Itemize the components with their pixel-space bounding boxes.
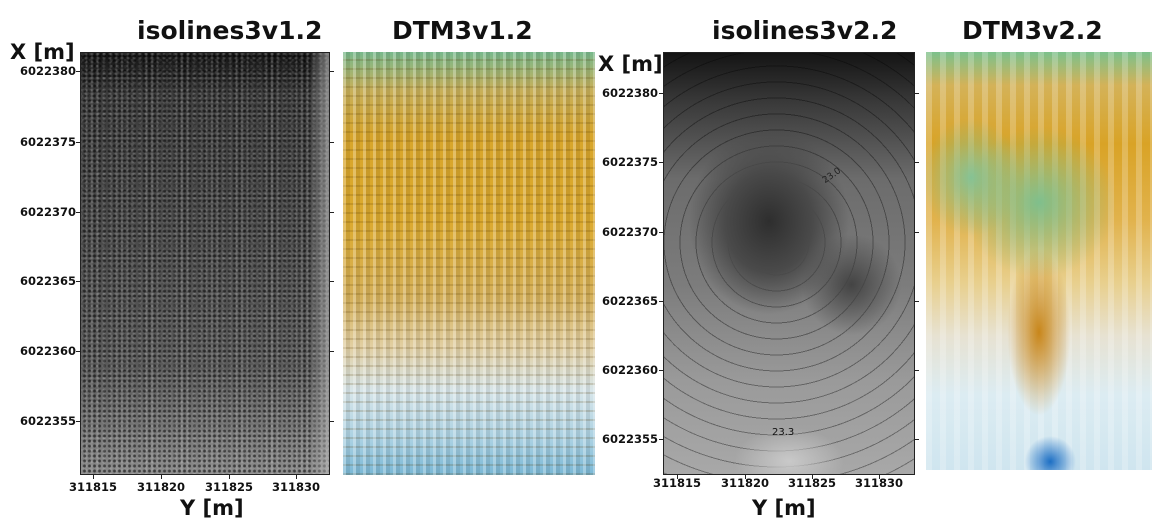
panel-title-dtm-v1: DTM3v1.2 bbox=[392, 16, 533, 45]
axis-tick-mark bbox=[915, 162, 919, 163]
contour-label-top: 23.0 bbox=[820, 166, 844, 186]
axis-tick-mark bbox=[330, 351, 334, 352]
axis-tick-mark bbox=[677, 475, 678, 479]
y-tick-label: 311830 bbox=[271, 480, 320, 494]
isolines-v1-map bbox=[80, 52, 330, 475]
y-tick-label: 311825 bbox=[204, 480, 253, 494]
axis-tick-mark bbox=[915, 232, 919, 233]
y-tick-label: 311825 bbox=[787, 476, 836, 490]
x-tick-label: 6022360 bbox=[601, 363, 658, 377]
x-tick-label: 6022375 bbox=[19, 135, 76, 149]
axis-tick-mark bbox=[76, 71, 80, 72]
axis-tick-mark bbox=[915, 370, 919, 371]
axis-tick-mark bbox=[330, 71, 334, 72]
axis-tick-mark bbox=[915, 301, 919, 302]
axis-tick-mark bbox=[76, 281, 80, 282]
axis-tick-mark bbox=[76, 212, 80, 213]
contour-label-bottom: 23.3 bbox=[772, 427, 795, 438]
axis-tick-mark bbox=[879, 475, 880, 479]
axis-tick-mark bbox=[161, 475, 162, 479]
axis-tick-mark bbox=[659, 93, 663, 94]
axis-tick-mark bbox=[330, 281, 334, 282]
axis-tick-mark bbox=[915, 439, 919, 440]
panel-title-isolines-v2: isolines3v2.2 bbox=[712, 16, 898, 45]
x-axis-label-right: X [m] bbox=[598, 52, 663, 76]
isolines-v2-map: 23.0 23.3 bbox=[663, 52, 915, 475]
x-tick-label: 6022370 bbox=[19, 205, 76, 219]
y-tick-label: 311830 bbox=[854, 476, 903, 490]
panel-title-dtm-v2: DTM3v2.2 bbox=[962, 16, 1103, 45]
panel-title-isolines-v1: isolines3v1.2 bbox=[137, 16, 323, 45]
axis-tick-mark bbox=[812, 475, 813, 479]
x-tick-label: 6022355 bbox=[601, 432, 658, 446]
axis-tick-mark bbox=[659, 370, 663, 371]
x-tick-label: 6022370 bbox=[601, 225, 658, 239]
axis-tick-mark bbox=[76, 351, 80, 352]
axis-tick-mark bbox=[330, 142, 334, 143]
isolines-v1-edge bbox=[309, 53, 329, 474]
dtm-v1-map bbox=[343, 52, 595, 475]
x-axis-label-left: X [m] bbox=[10, 40, 75, 64]
y-axis-label-right: Y [m] bbox=[752, 496, 816, 520]
axis-tick-mark bbox=[229, 475, 230, 479]
axis-tick-mark bbox=[330, 421, 334, 422]
axis-tick-mark bbox=[915, 93, 919, 94]
axis-tick-mark bbox=[659, 301, 663, 302]
x-tick-label: 6022375 bbox=[601, 155, 658, 169]
axis-tick-mark bbox=[76, 142, 80, 143]
axis-tick-mark bbox=[659, 162, 663, 163]
x-tick-label: 6022380 bbox=[19, 64, 76, 78]
y-axis-label-left: Y [m] bbox=[180, 496, 244, 520]
y-tick-label: 311820 bbox=[720, 476, 769, 490]
dtm-v2-map bbox=[926, 52, 1152, 470]
x-tick-label: 6022365 bbox=[19, 274, 76, 288]
x-tick-label: 6022360 bbox=[19, 344, 76, 358]
axis-tick-mark bbox=[659, 232, 663, 233]
axis-tick-mark bbox=[76, 421, 80, 422]
axis-tick-mark bbox=[296, 475, 297, 479]
y-tick-label: 311815 bbox=[68, 480, 117, 494]
axis-tick-mark bbox=[93, 475, 94, 479]
x-tick-label: 6022380 bbox=[601, 86, 658, 100]
x-tick-label: 6022365 bbox=[601, 294, 658, 308]
y-tick-label: 311815 bbox=[652, 476, 701, 490]
axis-tick-mark bbox=[659, 439, 663, 440]
x-tick-label: 6022355 bbox=[19, 414, 76, 428]
axis-tick-mark bbox=[330, 212, 334, 213]
axis-tick-mark bbox=[745, 475, 746, 479]
y-tick-label: 311820 bbox=[136, 480, 185, 494]
